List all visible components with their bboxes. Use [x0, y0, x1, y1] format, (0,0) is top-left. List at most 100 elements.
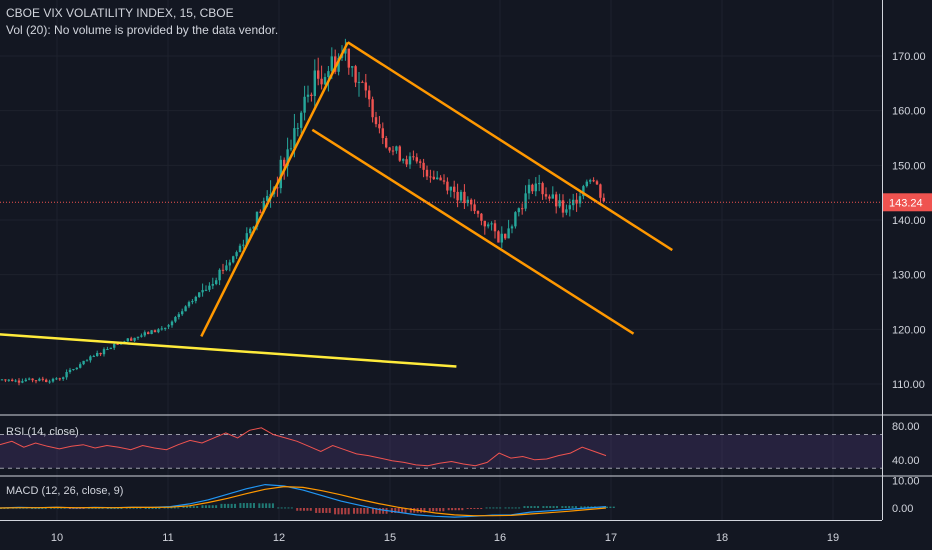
candle-body	[255, 211, 259, 227]
macd-histogram-bar	[488, 507, 491, 509]
macd-histogram-bar	[438, 508, 441, 512]
time-axis[interactable]: 10 11 12 15 16 17 18 19	[51, 532, 839, 544]
trendline-channel-lower[interactable]	[311, 128, 635, 335]
macd-histogram-bar	[574, 506, 577, 508]
candle-body	[41, 378, 44, 380]
macd-histogram-bar	[113, 508, 116, 509]
macd-histogram-bar	[447, 508, 450, 511]
macd-histogram-bar	[265, 503, 268, 508]
candle-body	[405, 159, 408, 165]
candle-body	[541, 183, 544, 195]
macd-histogram-bar	[401, 508, 404, 513]
candle-body	[568, 205, 571, 210]
candle-body	[194, 296, 197, 302]
candle-body	[208, 285, 211, 290]
macd-histogram-bar	[82, 508, 85, 509]
candle-body	[276, 187, 279, 189]
macd-histogram-bar	[68, 508, 71, 509]
macd-histogram-bar	[53, 507, 56, 509]
candle-body	[422, 162, 425, 170]
time-tick-label: 12	[273, 532, 285, 544]
macd-histogram-bar	[495, 507, 498, 509]
macd-histogram-bar	[144, 508, 147, 509]
candle-body	[0, 379, 4, 381]
candle-body	[364, 82, 367, 91]
candle-body	[62, 377, 65, 379]
time-tick-label: 19	[827, 532, 839, 544]
macd-histogram-bar	[177, 507, 180, 509]
time-tick-label: 16	[494, 532, 506, 544]
candle-body	[4, 379, 7, 381]
candle-body	[357, 81, 361, 83]
trendline-support[interactable]	[0, 333, 457, 368]
candle-body	[113, 343, 116, 348]
macd-histogram-bar	[397, 508, 400, 513]
price-tick-label: 120.00	[892, 324, 926, 336]
trendline-rise[interactable]	[200, 41, 349, 337]
candle-body	[221, 269, 225, 271]
candle-body	[361, 81, 364, 83]
candle-body	[38, 378, 41, 381]
candle-body	[225, 265, 228, 271]
macd-histogram-bar	[182, 506, 185, 508]
macd-histogram-bar	[549, 506, 552, 508]
macd-histogram-bar	[234, 503, 237, 508]
candle-body	[453, 186, 456, 192]
macd-histogram-bar	[139, 507, 142, 509]
macd-histogram-bar	[423, 508, 426, 513]
candle-body	[242, 244, 245, 246]
macd-histogram-bar	[371, 508, 374, 514]
candle-body	[415, 157, 418, 162]
candle-body	[391, 150, 395, 152]
macd-histogram-bar	[523, 506, 526, 508]
price-gridlines	[0, 0, 882, 520]
macd-histogram-bar	[530, 506, 533, 508]
candle-body	[143, 332, 146, 336]
candle-body	[96, 353, 99, 357]
price-tick-label: 130.00	[892, 270, 926, 282]
macd-histogram-bar	[580, 506, 583, 508]
macd-histogram-bar	[340, 508, 343, 515]
candle-body	[354, 66, 357, 83]
candle-body	[211, 284, 214, 286]
candle-body	[551, 194, 554, 199]
candle-body	[147, 332, 150, 335]
signal-line	[0, 485, 607, 517]
macd-tick-label: 0.00	[892, 503, 913, 515]
macd-histogram-bar	[132, 507, 135, 509]
candle-body	[109, 347, 112, 350]
candle-body	[313, 70, 316, 97]
candle-body	[160, 328, 163, 330]
rsi-label[interactable]: RSI (14, close)	[6, 426, 79, 438]
candle-body	[504, 233, 507, 239]
candle-body	[395, 146, 398, 151]
macd-histogram-bar	[220, 503, 223, 508]
macd-histogram-bar	[72, 508, 75, 509]
candle-body	[439, 177, 442, 181]
time-tick-label: 17	[605, 532, 617, 544]
candle-body	[181, 311, 184, 315]
macd-histogram-bar	[167, 507, 170, 509]
candle-body	[289, 148, 293, 150]
macd-histogram-bar	[473, 508, 476, 509]
trendline-channel-upper[interactable]	[347, 41, 673, 252]
macd-histogram-bar	[485, 507, 488, 509]
price-tick-label: 160.00	[892, 106, 926, 118]
price-axis[interactable]: 110.00 120.00 130.00 140.00 150.00 160.00 170.…	[883, 51, 932, 515]
candle-body	[480, 213, 483, 221]
macd-histogram-bar	[555, 506, 558, 508]
candle-body	[218, 269, 221, 281]
macd-histogram-bar	[375, 508, 378, 514]
candle-body	[456, 191, 459, 201]
candle-body	[102, 349, 106, 355]
macd-histogram-bar	[56, 507, 59, 509]
candle-body	[490, 223, 493, 225]
macd-histogram-bar	[34, 508, 37, 509]
rsi-line	[0, 427, 607, 467]
candle-body	[463, 191, 466, 204]
macd-histogram-bar	[542, 506, 545, 508]
macd-histogram-bar	[480, 508, 483, 509]
candle-body	[140, 335, 143, 337]
macd-label[interactable]: MACD (12, 26, close, 9)	[6, 485, 124, 497]
